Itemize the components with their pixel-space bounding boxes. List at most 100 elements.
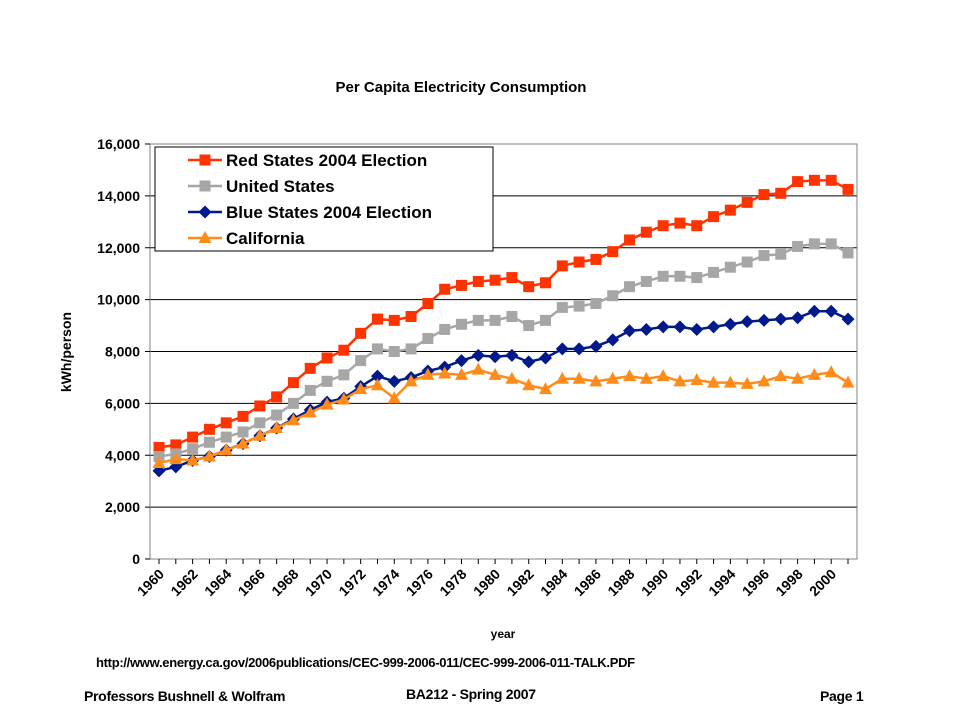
- legend-marker: [198, 231, 212, 243]
- data-point: [792, 176, 804, 188]
- data-point: [590, 298, 602, 310]
- data-point: [690, 373, 704, 386]
- data-point: [287, 377, 299, 389]
- x-tick-label: 1988: [604, 566, 637, 599]
- data-point: [506, 272, 518, 284]
- data-point: [523, 281, 535, 293]
- data-point: [640, 275, 652, 287]
- data-point: [152, 456, 166, 469]
- data-point: [791, 371, 805, 384]
- x-tick-label: 1970: [302, 566, 335, 599]
- data-point: [186, 453, 200, 466]
- data-point: [489, 314, 501, 326]
- footer-page-number: Page 1: [820, 688, 864, 704]
- data-point: [639, 322, 653, 336]
- data-point: [775, 187, 787, 199]
- data-point: [370, 378, 384, 391]
- legend-marker: [198, 205, 212, 219]
- data-point: [388, 346, 400, 357]
- y-tick-label: 0: [132, 551, 140, 567]
- y-axis-ticks: 0 2,000 4,000 6,000 8,000 10,000 12,000 14,000 1…: [97, 136, 150, 567]
- data-point: [169, 452, 183, 465]
- data-point: [572, 371, 586, 384]
- data-point: [740, 376, 754, 389]
- data-point: [253, 428, 267, 441]
- x-tick-label: 1982: [503, 566, 536, 599]
- data-point: [807, 367, 821, 380]
- data-point: [237, 410, 249, 422]
- data-point: [505, 371, 519, 384]
- legend-box: [154, 146, 494, 252]
- data-point: [472, 275, 484, 287]
- data-point: [203, 436, 215, 448]
- data-point: [388, 314, 400, 326]
- x-tick-label: 1996: [739, 566, 772, 599]
- data-point: [237, 426, 249, 438]
- series-red-states-2004-election: [153, 174, 854, 453]
- data-point: [170, 439, 182, 451]
- data-point: [539, 351, 553, 365]
- data-point: [572, 342, 586, 356]
- data-point: [556, 260, 568, 272]
- data-point: [439, 283, 451, 295]
- x-tick-label: 1998: [772, 566, 805, 599]
- data-point: [825, 238, 837, 250]
- data-point: [220, 417, 232, 429]
- data-point: [555, 371, 569, 384]
- legend-label: Red States 2004 Election: [226, 151, 427, 170]
- data-point: [304, 384, 316, 396]
- series-group: [152, 174, 855, 478]
- x-tick-label: 1966: [235, 566, 268, 599]
- series-line: [158, 310, 849, 473]
- data-point: [741, 256, 753, 268]
- y-tick-label: 12,000: [97, 240, 140, 256]
- data-point: [758, 189, 770, 201]
- data-point: [723, 317, 737, 331]
- data-point: [589, 374, 603, 387]
- y-tick-label: 6,000: [105, 395, 140, 411]
- data-point: [438, 366, 452, 379]
- data-point: [371, 343, 383, 355]
- data-point: [623, 369, 637, 382]
- data-point: [590, 253, 602, 265]
- data-point: [791, 311, 805, 325]
- data-point: [421, 367, 435, 380]
- data-point: [236, 436, 250, 449]
- data-point: [825, 174, 837, 186]
- x-tick-label: 1960: [134, 566, 167, 599]
- source-url[interactable]: http://www.energy.ca.gov/2006publication…: [96, 655, 635, 670]
- data-point: [472, 314, 484, 326]
- data-point: [523, 320, 535, 332]
- data-point: [540, 277, 552, 289]
- data-point: [422, 333, 434, 345]
- data-point: [708, 211, 720, 223]
- x-tick-label: 1992: [672, 566, 705, 599]
- data-point: [624, 281, 636, 293]
- x-tick-label: 2000: [806, 566, 839, 599]
- data-point: [454, 367, 468, 380]
- data-point: [691, 272, 703, 284]
- data-point: [286, 413, 300, 426]
- x-tick-label: 1986: [571, 566, 604, 599]
- data-point: [254, 417, 266, 429]
- x-tick-label: 1968: [268, 566, 301, 599]
- data-point: [842, 183, 854, 195]
- data-point: [808, 238, 820, 250]
- data-point: [573, 256, 585, 268]
- data-point: [723, 375, 737, 388]
- data-point: [841, 375, 855, 388]
- data-point: [320, 397, 334, 410]
- x-tick-label: 1962: [167, 566, 200, 599]
- data-point: [489, 274, 501, 286]
- data-point: [355, 327, 367, 339]
- data-point: [370, 369, 384, 383]
- data-point: [202, 449, 216, 462]
- footer-course: BA212 - Spring 2007: [406, 686, 536, 702]
- data-point: [690, 322, 704, 336]
- data-point: [573, 300, 585, 312]
- chart-title: Per Capita Electricity Consumption: [336, 79, 587, 96]
- data-point: [724, 204, 736, 216]
- data-point: [606, 371, 620, 384]
- legend-entry: California: [188, 229, 305, 248]
- x-tick-label: 1974: [369, 566, 402, 599]
